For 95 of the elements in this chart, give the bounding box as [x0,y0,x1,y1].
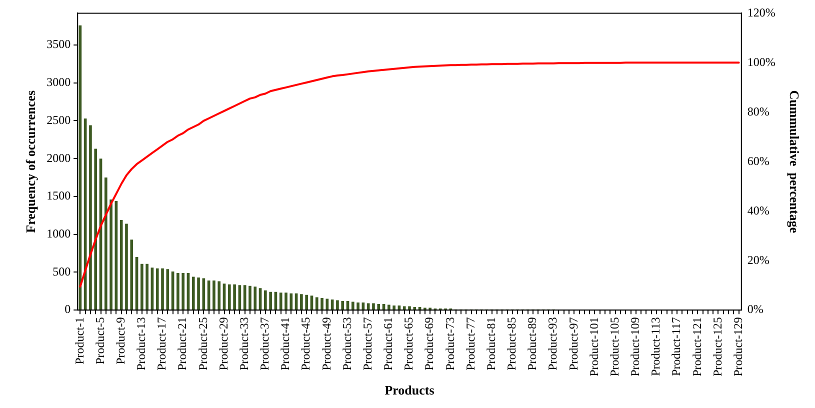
bar [161,268,164,310]
bar [388,304,390,310]
bar [377,304,380,310]
x-tick-label: Product-21 [175,317,190,370]
y-tick-label: 500 [52,264,71,278]
bar [94,148,98,310]
bar [182,272,185,310]
y2-tick-label: 60% [747,154,770,168]
y-tick-label: 2000 [46,150,71,165]
x-tick-label: Product-85 [504,317,519,370]
x-tick-label: Product-53 [340,317,354,370]
x-tick-label: Product-105 [607,317,622,376]
x-tick-label: Product-97 [566,317,580,370]
x-tick-label: Product-17 [154,317,169,370]
x-tick-label: Product-81 [484,317,498,370]
bar [254,286,257,310]
bar [218,281,221,310]
x-tick-label: Product-61 [381,317,396,370]
bar [408,306,411,310]
bar [284,292,288,310]
bar [402,306,406,310]
x-tick-label: Product-29 [216,317,230,370]
bar [320,298,324,310]
y2-tick-label: 80% [747,104,770,118]
bar [192,276,195,310]
bar [392,306,396,310]
x-tick-label: Product-5 [92,317,107,364]
x-tick-label: Product-33 [236,317,251,370]
x-tick-label: Product-77 [463,317,478,370]
bar [140,264,144,310]
bar [156,268,159,310]
bar [89,125,92,310]
bar [279,292,282,310]
x-tick-label: Product-57 [360,317,374,370]
bar [366,303,370,310]
bar [233,284,236,310]
bar [264,290,267,310]
y2-tick-label: 120% [747,5,776,20]
y2-tick-label: 40% [747,203,770,218]
bar [413,307,416,310]
x-tick-label: Product-113 [648,317,663,376]
x-tick-label: Product-73 [442,317,457,370]
x-tick-label: Product-117 [669,317,684,376]
x-tick-label: Product-101 [586,317,601,376]
bar [372,303,375,310]
bar [166,269,170,310]
x-tick-label: Product-25 [196,317,210,370]
bar [104,178,108,310]
x-tick-label: Product-1 [72,317,86,364]
bar [243,285,246,310]
x-tick-label: Product-69 [422,317,436,370]
y2-tick-label: 0% [747,302,764,316]
bar [290,293,293,310]
x-tick-label: Product-89 [525,317,540,370]
bar [269,292,272,310]
x-tick-label: Product-9 [113,317,128,364]
x-tick-label: Product-65 [402,317,416,370]
bar [300,294,303,310]
x-tick-label: Product-121 [690,317,704,376]
bar [146,264,148,310]
y2-tick-label: 20% [747,252,770,267]
bar [110,200,112,310]
x-tick-label: Product-125 [710,317,724,376]
x-tick-label: Product-93 [546,317,560,370]
bar [212,280,216,310]
x-tick-label: Product-45 [298,317,313,370]
y-tick-label: 1500 [46,188,71,203]
bar [248,286,252,310]
y-tick-label: 2500 [46,112,71,127]
bar [228,284,231,310]
y-tick-label: 3000 [46,75,71,90]
bar [176,272,180,310]
x-tick-label: Product-49 [319,317,334,370]
y-tick-label: 0 [64,302,71,316]
bar [197,278,200,310]
y2-axis-title: Cummulative percentage [786,90,802,234]
x-tick-label: Product-41 [278,317,292,370]
x-tick-label: Product-13 [134,317,148,370]
x-tick-label: Product-129 [730,317,745,376]
y-tick-label: 3500 [46,37,71,52]
x-axis-title: Products [384,382,434,398]
bar [341,300,344,310]
bar [356,302,360,310]
x-tick-label: Product-37 [258,317,272,370]
bar [305,294,308,310]
bar [351,302,354,310]
bar [315,297,318,310]
x-tick-label: Product-109 [628,317,642,376]
y-axis-title: Frequency of occurrences [23,90,38,233]
bar [336,300,339,310]
bar [125,224,128,310]
y-tick-label: 1000 [46,226,71,240]
bar [130,240,134,310]
y2-tick-label: 100% [747,54,776,69]
bar [120,220,123,310]
